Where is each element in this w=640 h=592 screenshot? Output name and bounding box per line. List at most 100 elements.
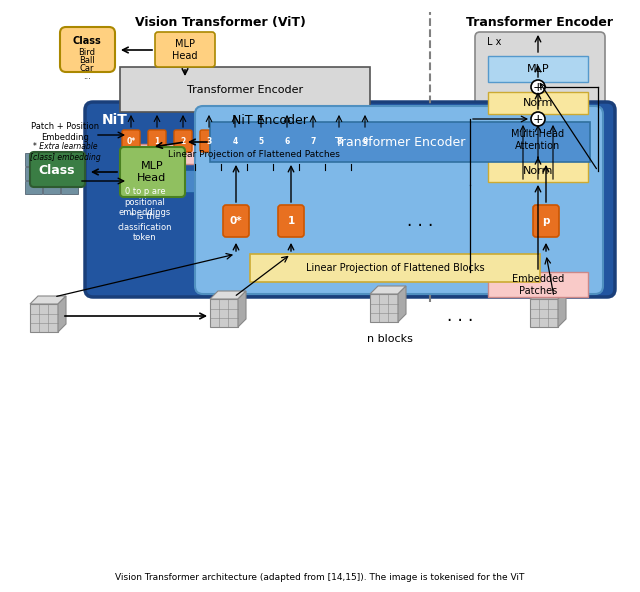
Bar (289, 170, 309, 192)
Circle shape (531, 80, 545, 94)
Bar (43, 167, 60, 180)
FancyBboxPatch shape (475, 32, 605, 297)
Text: Car: Car (80, 63, 94, 72)
Bar (43, 153, 60, 166)
Bar (25, 181, 42, 194)
Bar (159, 170, 179, 192)
Text: 3: 3 (206, 137, 212, 146)
Text: Multi-Head
Attention: Multi-Head Attention (511, 129, 564, 151)
Polygon shape (210, 291, 246, 299)
Text: +: + (532, 81, 543, 94)
FancyBboxPatch shape (155, 32, 215, 67)
Polygon shape (238, 291, 246, 327)
Text: +: + (532, 112, 543, 126)
FancyBboxPatch shape (278, 205, 304, 237)
Bar (488, 92, 588, 114)
Text: L x: L x (487, 37, 501, 47)
FancyBboxPatch shape (30, 152, 85, 187)
Text: Class: Class (72, 36, 101, 46)
Text: . . .: . . . (407, 212, 433, 230)
Text: ...: ... (83, 72, 91, 81)
Text: 4: 4 (232, 137, 237, 146)
Text: 9: 9 (362, 137, 367, 146)
Text: 1: 1 (154, 137, 159, 146)
Polygon shape (558, 291, 566, 327)
Text: Linear Projection of Flattened Patches: Linear Projection of Flattened Patches (168, 150, 340, 159)
Polygon shape (30, 296, 66, 304)
FancyBboxPatch shape (200, 130, 218, 152)
Polygon shape (58, 296, 66, 332)
Bar (128, 144, 381, 164)
Bar (530, 299, 558, 327)
FancyBboxPatch shape (174, 130, 192, 152)
Bar (61, 153, 78, 166)
FancyBboxPatch shape (120, 147, 185, 197)
Bar (43, 181, 60, 194)
Text: * Extra learnable
[class] embedding: * Extra learnable [class] embedding (29, 142, 100, 162)
Bar (210, 299, 238, 327)
Text: 8: 8 (336, 137, 342, 146)
Text: Norm: Norm (523, 98, 553, 108)
FancyBboxPatch shape (278, 130, 296, 152)
Text: MLP
Head: MLP Head (172, 39, 198, 61)
FancyBboxPatch shape (330, 130, 348, 152)
Text: 7: 7 (310, 137, 316, 146)
Bar (210, 122, 590, 162)
Bar (488, 272, 588, 297)
FancyBboxPatch shape (304, 130, 322, 152)
FancyBboxPatch shape (148, 130, 166, 152)
Bar (120, 67, 370, 112)
Text: Patch + Position
Embedding: Patch + Position Embedding (31, 123, 99, 141)
Text: n blocks: n blocks (367, 334, 413, 344)
Text: Ball: Ball (79, 56, 95, 65)
FancyBboxPatch shape (226, 130, 244, 152)
Bar (211, 170, 231, 192)
FancyBboxPatch shape (85, 102, 615, 297)
Text: 0 to p are
positional
embeddings: 0 to p are positional embeddings (119, 187, 171, 217)
Text: Vision Transformer architecture (adapted from [14,15]). The image is tokenised f: Vision Transformer architecture (adapted… (115, 572, 525, 581)
Text: p: p (542, 216, 550, 226)
Text: . . .: . . . (447, 307, 473, 325)
FancyBboxPatch shape (356, 130, 374, 152)
Bar (488, 56, 588, 82)
Text: Bird: Bird (79, 47, 95, 56)
FancyBboxPatch shape (223, 205, 249, 237)
Bar (30, 304, 58, 332)
Circle shape (531, 112, 545, 126)
Bar (185, 170, 205, 192)
Text: 1: 1 (287, 216, 294, 226)
Polygon shape (530, 291, 566, 299)
Bar (61, 167, 78, 180)
Text: MLP
Head: MLP Head (138, 161, 166, 183)
Bar (488, 160, 588, 182)
Bar (250, 254, 540, 282)
Bar (237, 170, 257, 192)
Text: 2: 2 (180, 137, 186, 146)
FancyBboxPatch shape (122, 130, 140, 152)
Text: Class: Class (39, 163, 76, 176)
Bar (488, 122, 588, 157)
Bar (25, 167, 42, 180)
Bar (370, 294, 398, 322)
Text: 6: 6 (284, 137, 290, 146)
Bar (315, 170, 335, 192)
Polygon shape (370, 286, 406, 294)
FancyBboxPatch shape (252, 130, 270, 152)
Bar (263, 170, 283, 192)
Polygon shape (398, 286, 406, 322)
FancyBboxPatch shape (533, 205, 559, 237)
Text: Transformer Encoder: Transformer Encoder (467, 15, 614, 28)
FancyBboxPatch shape (60, 27, 115, 72)
Text: 5: 5 (259, 137, 264, 146)
Text: Transformer Encoder: Transformer Encoder (335, 136, 465, 149)
Text: NiT: NiT (102, 113, 128, 127)
Text: Embedded
Patches: Embedded Patches (512, 274, 564, 296)
Text: 0*: 0* (230, 216, 243, 226)
Text: Norm: Norm (523, 166, 553, 176)
Text: Vision Transformer (ViT): Vision Transformer (ViT) (134, 15, 305, 28)
Bar (341, 170, 361, 192)
Bar (61, 181, 78, 194)
FancyBboxPatch shape (195, 106, 603, 294)
Text: Linear Projection of Flattened Blocks: Linear Projection of Flattened Blocks (306, 263, 484, 273)
Bar (25, 153, 42, 166)
